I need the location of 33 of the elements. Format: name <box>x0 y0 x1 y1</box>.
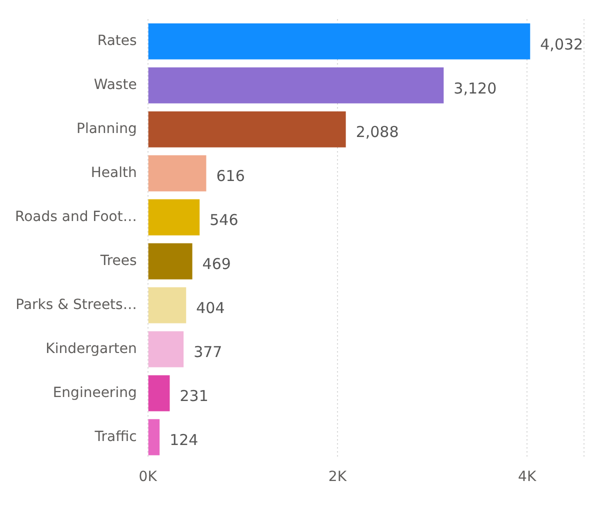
bar <box>148 287 186 324</box>
y-tick-label: Planning <box>76 120 137 137</box>
data-label: 3,120 <box>454 79 497 98</box>
y-tick-label: Roads and Foot… <box>14 208 137 225</box>
y-tick-label: Parks & Streets… <box>16 296 137 313</box>
bar <box>148 331 184 368</box>
bar <box>148 199 200 236</box>
data-label: 4,032 <box>540 35 584 54</box>
data-label: 404 <box>196 299 225 318</box>
y-tick-label: Health <box>90 164 137 181</box>
x-tick-label: 2K <box>328 469 348 486</box>
x-tick-label: 0K <box>138 469 158 486</box>
bar <box>148 155 206 192</box>
bar <box>148 243 192 280</box>
data-label: 2,088 <box>356 123 399 142</box>
y-tick-label: Rates <box>97 33 137 50</box>
y-tick-label: Trees <box>99 252 137 269</box>
data-label: 616 <box>216 167 245 186</box>
y-tick-label: Traffic <box>94 428 137 445</box>
y-tick-label: Engineering <box>52 384 137 401</box>
bar <box>148 375 170 412</box>
bar <box>148 419 160 456</box>
x-tick-label: 4K <box>518 469 537 486</box>
bar <box>148 23 530 60</box>
y-tick-label: Waste <box>94 77 137 94</box>
data-label: 124 <box>170 431 198 450</box>
data-label: 546 <box>210 211 238 230</box>
bar <box>148 111 346 148</box>
data-label: 231 <box>180 387 208 406</box>
y-tick-label: Kindergarten <box>46 340 137 357</box>
data-label: 377 <box>194 343 222 362</box>
bar <box>148 67 444 104</box>
data-label: 469 <box>202 255 231 274</box>
